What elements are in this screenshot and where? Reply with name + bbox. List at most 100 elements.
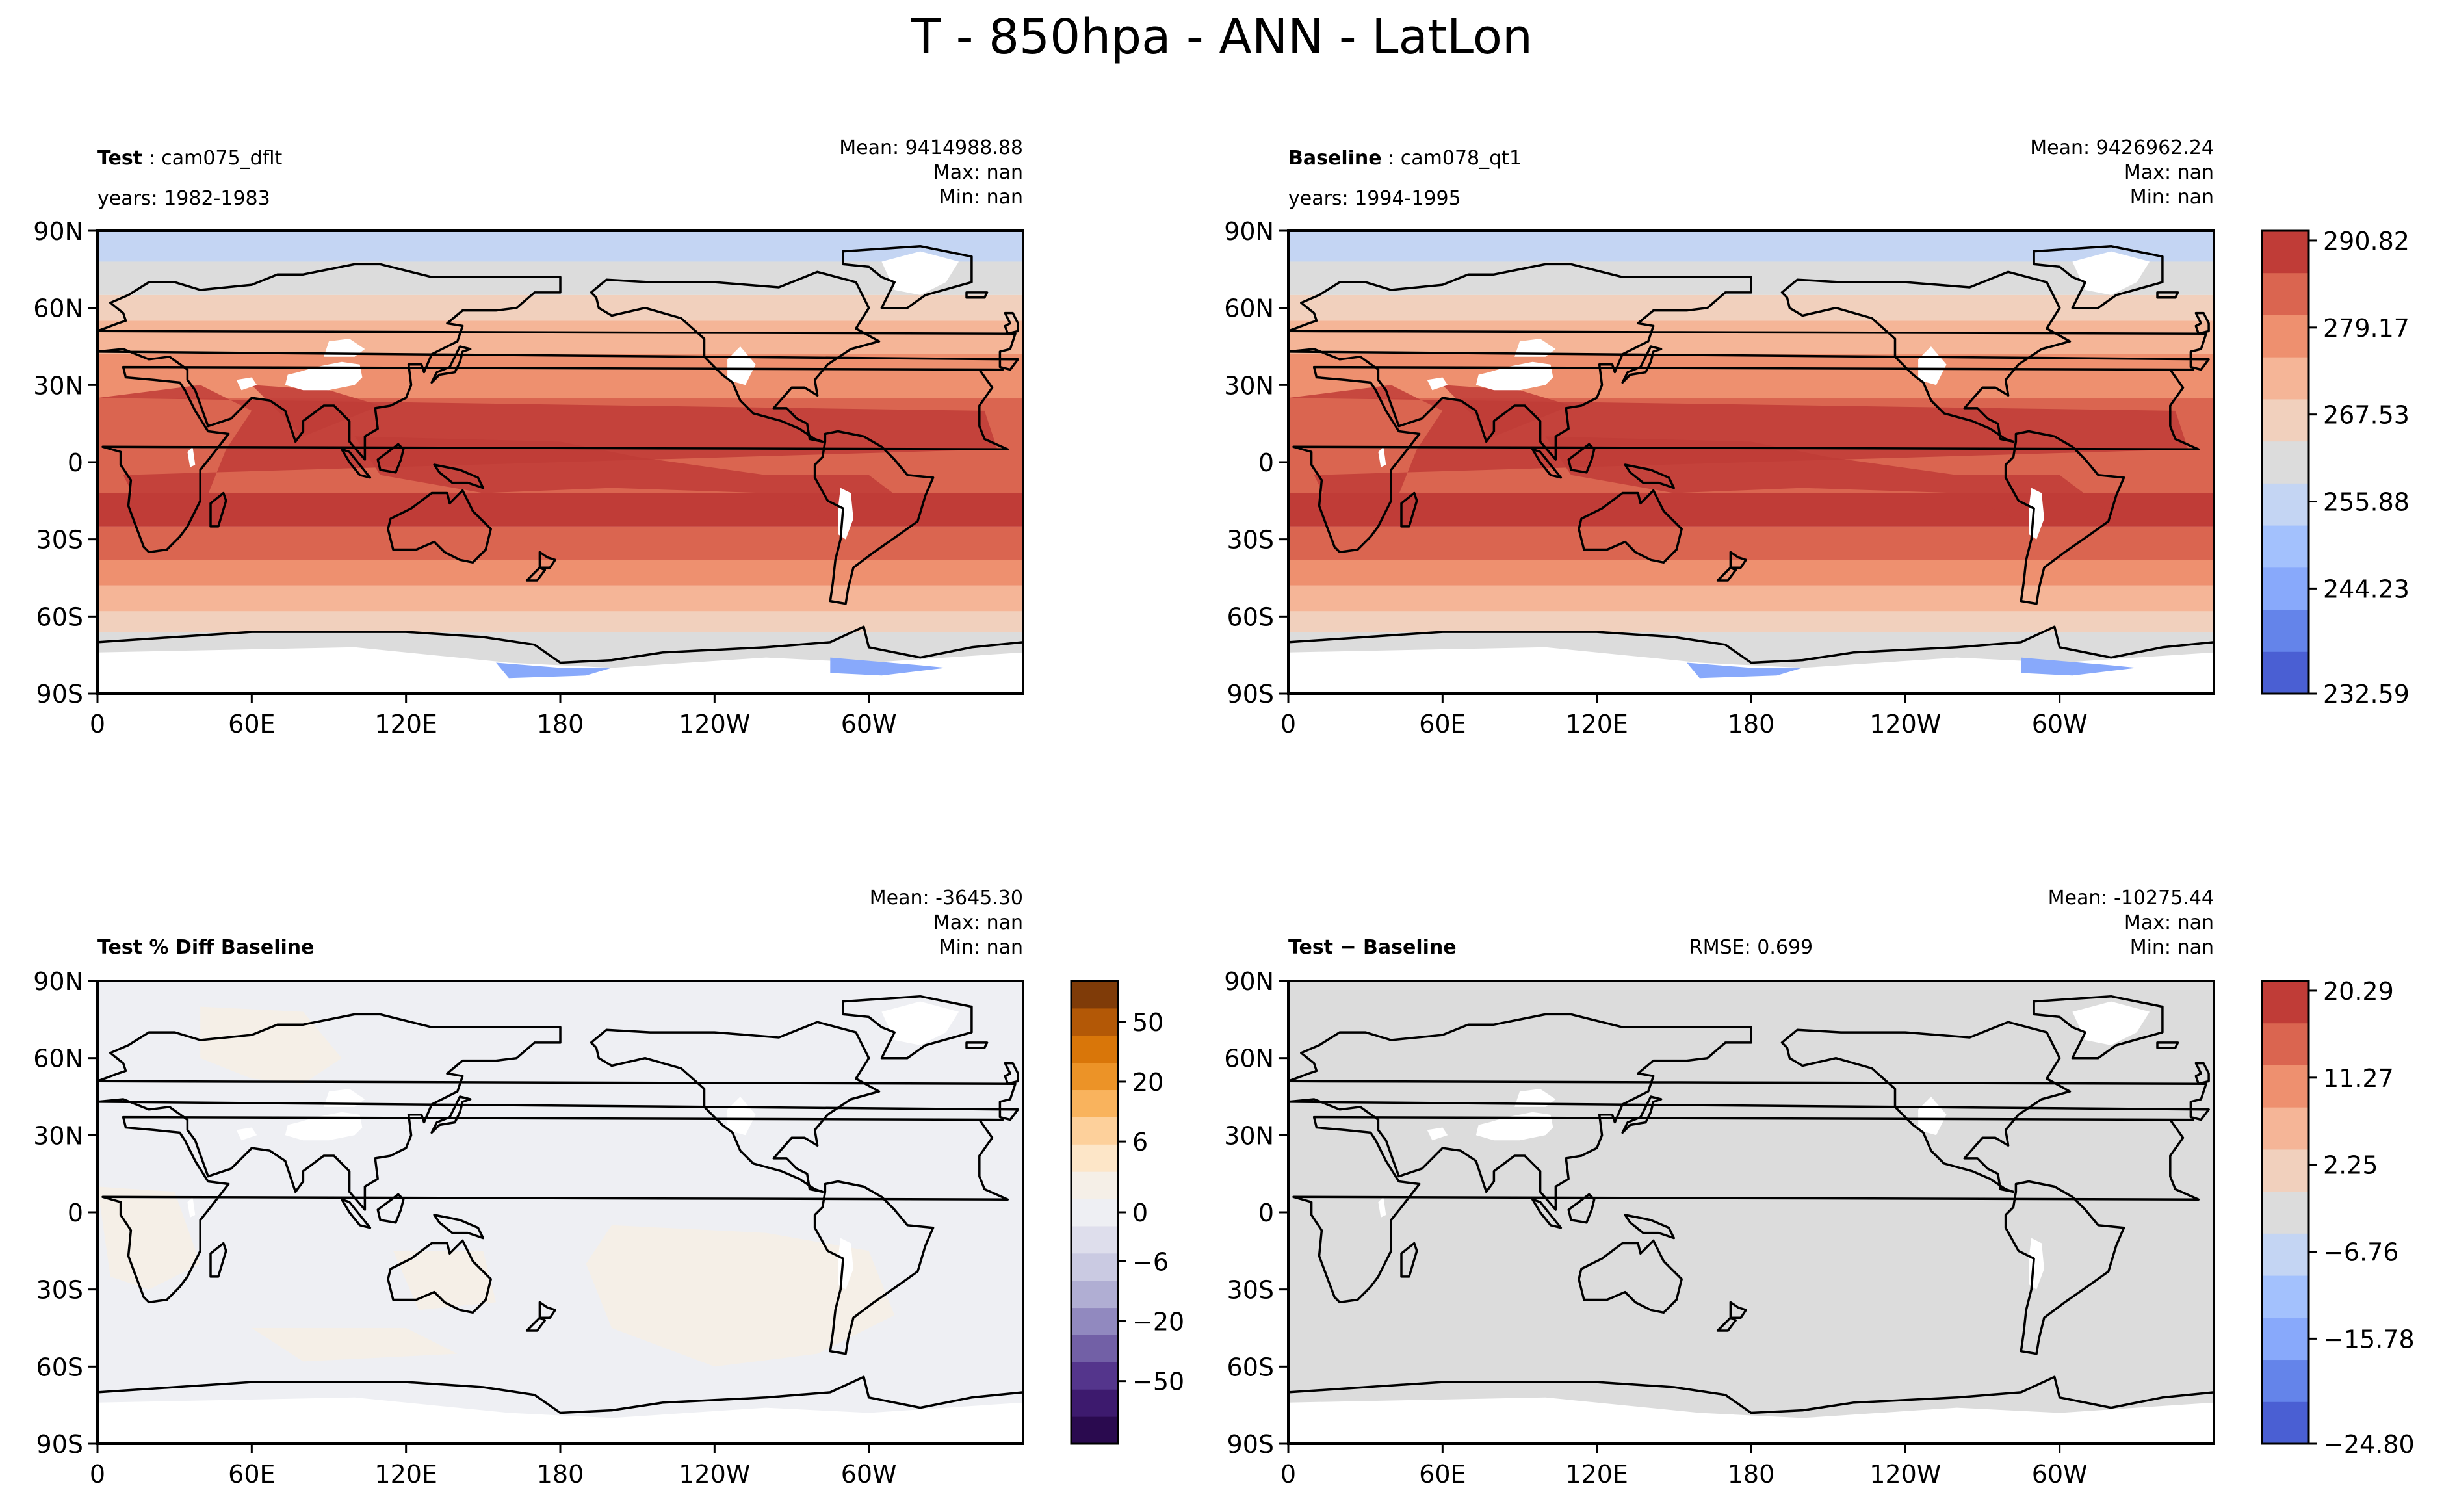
coastline bbox=[341, 1198, 372, 1229]
colorbar-label: 232.59 bbox=[2323, 680, 2410, 709]
colorbar-swatch bbox=[2262, 1233, 2309, 1276]
colorbar-swatch bbox=[2262, 525, 2309, 568]
coastline bbox=[842, 244, 973, 309]
coastline bbox=[1716, 566, 1737, 582]
colorbar-swatch bbox=[2262, 1401, 2309, 1444]
warm-region bbox=[354, 436, 920, 527]
coastline bbox=[1729, 551, 1747, 569]
y-tick-label: 30N bbox=[33, 1121, 83, 1150]
coastline bbox=[965, 1041, 989, 1049]
coastline bbox=[965, 291, 989, 299]
colorbar-swatch bbox=[1071, 1253, 1118, 1281]
masked-region bbox=[1378, 1197, 1386, 1218]
coastline bbox=[1621, 345, 1663, 384]
coastline bbox=[1567, 1193, 1596, 1224]
panel-label: Test % Diff Baseline bbox=[98, 936, 315, 959]
coastline bbox=[525, 566, 547, 582]
y-tick-label: 60N bbox=[1224, 294, 1274, 323]
colorbar-swatch bbox=[2262, 1191, 2309, 1234]
x-tick-label: 0 bbox=[90, 1460, 105, 1489]
map-field bbox=[1288, 231, 2214, 694]
masked-region bbox=[2072, 251, 2150, 295]
masked-region bbox=[285, 361, 363, 391]
colorbar-label: −6.76 bbox=[2323, 1238, 2398, 1267]
coastline bbox=[387, 1239, 492, 1314]
panel-label-bold: Test bbox=[98, 147, 142, 170]
panel-stat: Mean: 9414988.88 bbox=[839, 137, 1023, 159]
colorbar-label: 267.53 bbox=[2323, 401, 2410, 430]
x-tick-label: 60W bbox=[841, 1460, 897, 1489]
coastline bbox=[525, 1316, 547, 1332]
coastline bbox=[1578, 489, 1683, 564]
colorbar-label: 0 bbox=[1132, 1199, 1148, 1227]
colorbar-swatch bbox=[2262, 609, 2309, 652]
colorbar-swatch bbox=[1071, 1035, 1118, 1063]
colorbar-label: 244.23 bbox=[2323, 575, 2410, 603]
masked-region bbox=[881, 1001, 959, 1045]
x-tick-label: 0 bbox=[1280, 1460, 1296, 1489]
map-field bbox=[98, 231, 1023, 694]
colorbar-swatch bbox=[1071, 1117, 1118, 1145]
coastline bbox=[341, 448, 372, 479]
y-tick-label: 90S bbox=[36, 680, 83, 709]
masked-region bbox=[285, 1112, 363, 1141]
panel-rmse: RMSE: 0.699 bbox=[1689, 936, 1813, 959]
coastline bbox=[1716, 1316, 1737, 1332]
y-tick-label: 0 bbox=[68, 449, 83, 477]
x-tick-label: 60E bbox=[1419, 710, 1466, 738]
temperature-band bbox=[98, 231, 1023, 262]
panel-years: years: 1994-1995 bbox=[1288, 187, 1461, 210]
masked-region bbox=[1427, 377, 1448, 391]
map-field bbox=[98, 981, 1023, 1444]
y-tick-label: 60S bbox=[36, 1353, 83, 1381]
colorbar-label: 50 bbox=[1132, 1008, 1164, 1037]
x-tick-label: 60W bbox=[841, 710, 897, 738]
colorbar-swatch bbox=[2262, 1275, 2309, 1318]
colorbar-swatch bbox=[1071, 1199, 1118, 1227]
colorbar-label: 20 bbox=[1132, 1068, 1164, 1097]
coastline bbox=[590, 270, 881, 443]
y-tick-label: 30S bbox=[36, 526, 83, 554]
colorbar-swatch bbox=[1071, 1062, 1118, 1091]
temperature-band bbox=[1288, 231, 2214, 262]
masked-region bbox=[324, 1089, 365, 1107]
x-tick-label: 60E bbox=[1419, 1460, 1466, 1489]
colorbar-swatch bbox=[2262, 272, 2309, 315]
colorbar-percent: 50 20 6 0 −6 −20 −50 bbox=[1070, 980, 1184, 1445]
coastline bbox=[2156, 1041, 2179, 1049]
colorbar-swatch bbox=[1071, 1335, 1118, 1362]
coastline bbox=[590, 1021, 881, 1193]
coastline bbox=[538, 551, 556, 569]
x-tick-label: 120W bbox=[679, 1460, 750, 1489]
panel-stat: Min: nan bbox=[939, 186, 1023, 209]
coastline bbox=[101, 1115, 1009, 1304]
x-tick-label: 120E bbox=[1565, 710, 1628, 738]
masked-region bbox=[187, 1197, 196, 1218]
colorbar-label: −6 bbox=[1132, 1247, 1169, 1276]
colorbar-label: 279.17 bbox=[2323, 314, 2410, 343]
coastline bbox=[1729, 1301, 1747, 1319]
y-tick-label: 30S bbox=[1227, 1276, 1274, 1305]
temperature-band bbox=[1288, 320, 2214, 354]
y-tick-label: 90S bbox=[1227, 1430, 1274, 1459]
colorbar-label: 2.25 bbox=[2323, 1151, 2378, 1180]
y-tick-label: 90N bbox=[33, 217, 83, 246]
masked-region bbox=[236, 377, 257, 391]
temperature-band bbox=[98, 320, 1023, 354]
coastline bbox=[813, 1180, 935, 1355]
coastline bbox=[1578, 1239, 1683, 1314]
masked-region bbox=[324, 339, 365, 357]
coastline bbox=[538, 1301, 556, 1319]
coastline bbox=[1292, 365, 2200, 554]
y-tick-label: 0 bbox=[68, 1199, 83, 1227]
y-tick-label: 60N bbox=[1224, 1045, 1274, 1073]
panel-diff: 0 60E 120E 180 120W 60W 90N 60N 30N 0 30S 60S 90S Tes… bbox=[1224, 887, 2215, 1489]
x-tick-label: 120W bbox=[1869, 1460, 1941, 1489]
colorbar-swatch bbox=[1071, 1225, 1118, 1254]
coastline bbox=[2194, 311, 2210, 335]
panel-stat: Max: nan bbox=[933, 911, 1023, 934]
masked-region bbox=[1514, 1089, 1556, 1107]
x-tick-label: 120E bbox=[1565, 1460, 1628, 1489]
weddell-ice bbox=[2021, 657, 2137, 676]
colorbar-swatch bbox=[2262, 483, 2309, 526]
